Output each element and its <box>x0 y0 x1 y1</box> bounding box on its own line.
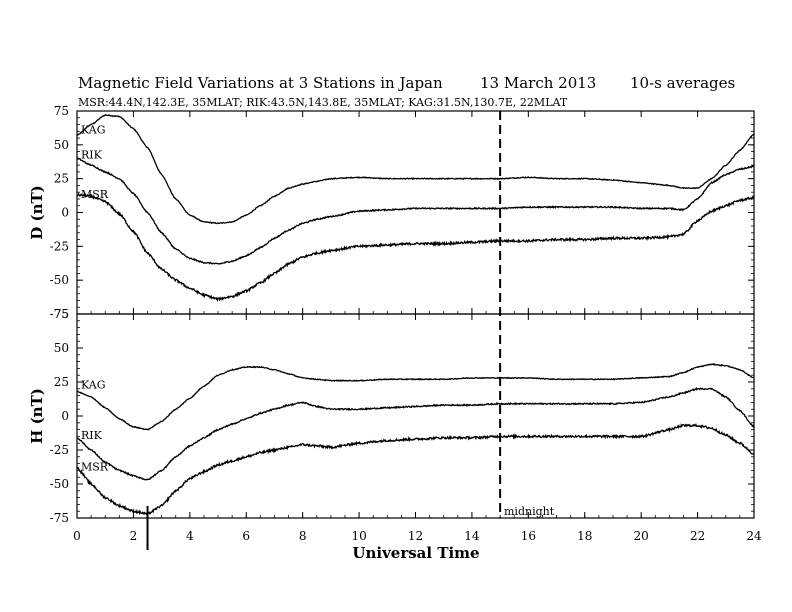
x-tick-label: 2 <box>130 529 138 543</box>
x-tick-label: 8 <box>299 529 307 543</box>
x-tick-label: 0 <box>73 529 81 543</box>
y-tick-label: 50 <box>54 341 69 355</box>
y-tick-label: 75 <box>54 104 69 118</box>
series-line-msr <box>76 422 755 516</box>
panel-d: 75 50 25 0 -25 -50 -75 KAG RIK MSR <box>50 104 755 321</box>
x-tick-label: 16 <box>521 529 536 543</box>
y-tick-label: 25 <box>54 375 69 389</box>
y-tick-label: -25 <box>50 443 69 457</box>
chart-averaging: 10-s averages <box>630 74 735 92</box>
y-tick-label: 0 <box>61 409 69 423</box>
y-tick-label: 75 <box>54 307 69 321</box>
y-axis-title-d: D (nT) <box>28 185 46 240</box>
y-tick-label: 25 <box>54 172 69 186</box>
series-line-kag <box>76 363 755 431</box>
x-tick-label: 6 <box>242 529 250 543</box>
y-tick-label: -25 <box>50 239 69 253</box>
x-tick-label: 10 <box>351 529 366 543</box>
x-tick-label: 24 <box>746 529 762 543</box>
y-tick-label: 0 <box>61 206 69 220</box>
overlay <box>146 111 502 550</box>
midnight-label: midnight <box>504 505 555 518</box>
series-label-rik: RIK <box>81 148 103 161</box>
series-label-kag: KAG <box>81 379 106 392</box>
x-tick-label: 4 <box>186 529 194 543</box>
series-line-kag <box>76 114 755 225</box>
y-axis-title-h: H (nT) <box>28 388 46 444</box>
series-label-rik: RIK <box>81 429 103 442</box>
y-tick-label: 50 <box>54 138 69 152</box>
series-line-rik <box>76 156 755 265</box>
x-tick-label: 22 <box>690 529 705 543</box>
y-tick-label: -50 <box>50 477 69 491</box>
series-label-kag: KAG <box>81 123 106 136</box>
series-label-msr: MSR <box>81 188 109 201</box>
x-tick-label: 18 <box>577 529 592 543</box>
y-tick-label: -75 <box>50 511 69 525</box>
chart-stations-line: MSR:44.4N,142.3E, 35MLAT; RIK:43.5N,143.… <box>78 96 568 109</box>
x-tick-label: 12 <box>408 529 423 543</box>
x-tick-label: 20 <box>634 529 649 543</box>
y-tick-label: -50 <box>50 273 69 287</box>
series-label-msr: MSR <box>81 461 109 474</box>
x-axis-title: Universal Time <box>352 544 479 562</box>
series-line-msr <box>76 192 755 302</box>
plot-frame <box>76 110 755 315</box>
x-tick-label: 14 <box>464 529 480 543</box>
chart-date: 13 March 2013 <box>480 74 596 92</box>
series-line-rik <box>77 386 755 481</box>
chart-title: Magnetic Field Variations at 3 Stations … <box>78 74 443 92</box>
y-tick-label: -75 <box>50 307 69 321</box>
